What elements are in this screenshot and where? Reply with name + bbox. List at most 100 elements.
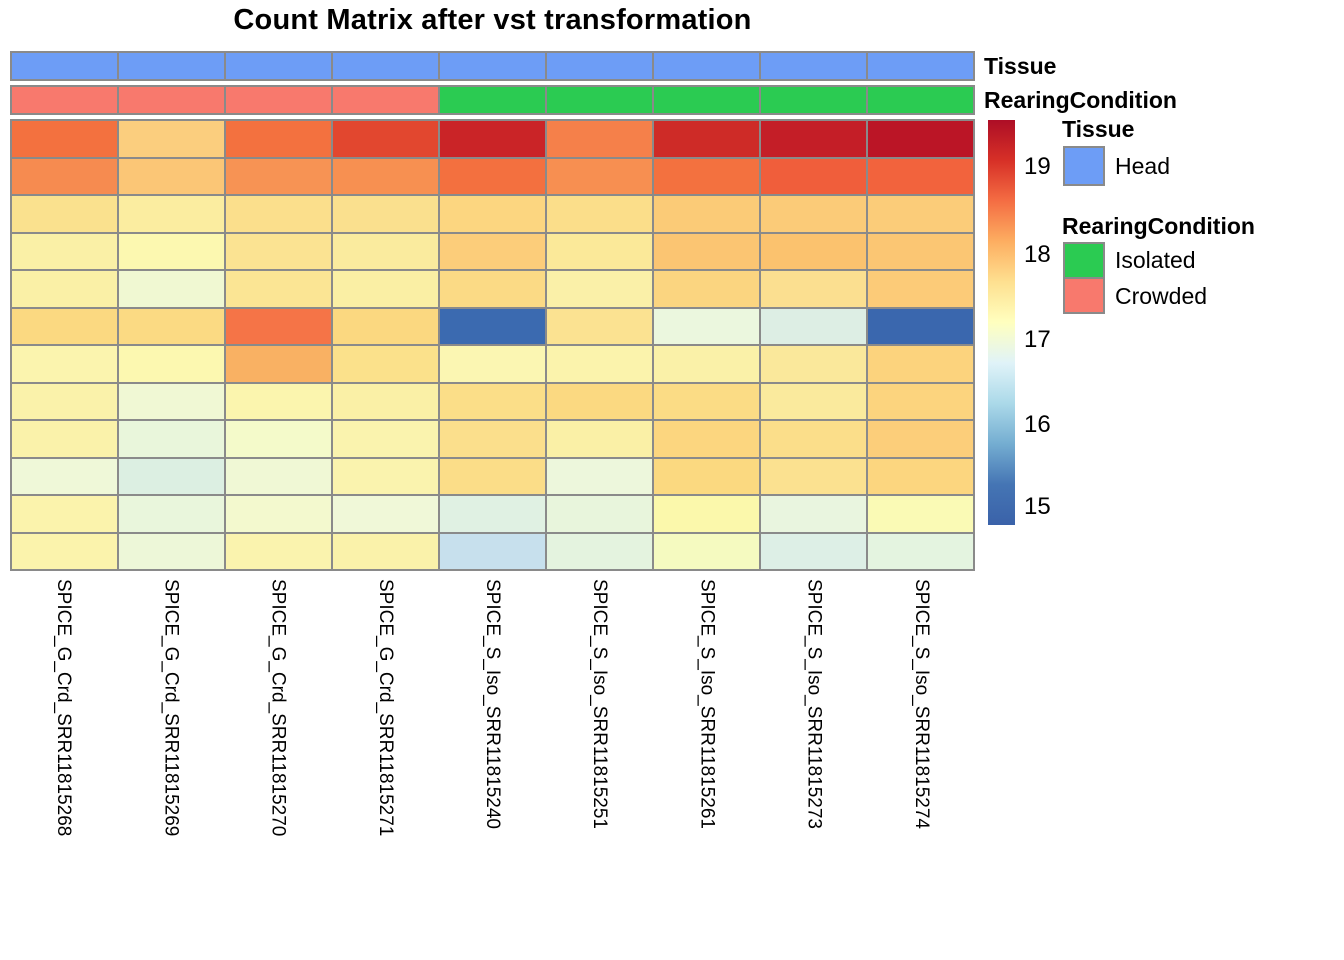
heatmap-cell <box>118 232 225 270</box>
legend-item-label: Crowded <box>1115 283 1208 309</box>
tissue-annotation-cell <box>546 52 653 80</box>
heatmap-cell <box>867 532 974 570</box>
heatmap-cell <box>867 382 974 420</box>
heatmap-cell <box>225 232 332 270</box>
column-label-text: SPICE_S_Iso_SRR11815251 <box>589 579 611 829</box>
heatmap-cell <box>439 120 546 158</box>
heatmap-cell <box>546 270 653 308</box>
column-label-text: SPICE_S_Iso_SRR11815240 <box>481 579 503 829</box>
tissue-annotation-cell <box>867 52 974 80</box>
heatmap-cell <box>439 382 546 420</box>
column-label-text: SPICE_S_Iso_SRR11815274 <box>910 579 932 829</box>
column-label: SPICE_G_Crd_SRR11815270 <box>224 579 331 836</box>
heatmap-cell <box>118 382 225 420</box>
rearing-annotation-cell <box>118 86 225 114</box>
legend-tissue-items: Head <box>1063 146 1170 186</box>
rearing-annotation-cell <box>760 86 867 114</box>
heatmap-cell <box>11 420 118 458</box>
heatmap-cell <box>760 232 867 270</box>
heatmap-cell <box>118 157 225 195</box>
heatmap-cell <box>439 457 546 495</box>
heatmap-cell <box>11 382 118 420</box>
heatmap-cell <box>332 457 439 495</box>
heatmap-cell <box>332 157 439 195</box>
heatmap-cell <box>867 420 974 458</box>
legend-item: Head <box>1063 146 1170 186</box>
heatmap-cell <box>225 270 332 308</box>
heatmap-cell <box>760 157 867 195</box>
legend-item-label: Head <box>1115 152 1170 179</box>
tissue-annotation-cell <box>225 52 332 80</box>
heatmap-cell <box>546 495 653 533</box>
legend-rearing-items: Isolated Crowded <box>1063 242 1207 314</box>
heatmap-cell <box>760 420 867 458</box>
heatmap-cell <box>225 532 332 570</box>
colorbar-tick-label: 19 <box>1024 152 1051 180</box>
tissue-annotation-cell <box>332 52 439 80</box>
heatmap-cell <box>118 345 225 383</box>
heatmap-cell <box>439 495 546 533</box>
heatmap-cell <box>332 532 439 570</box>
heatmap-cell <box>546 532 653 570</box>
heatmap-cell <box>546 195 653 233</box>
tissue-annotation-cell <box>11 52 118 80</box>
heatmap-cell <box>439 232 546 270</box>
tissue-annotation-cell <box>118 52 225 80</box>
heatmap-cell <box>653 457 760 495</box>
rearing-annotation-cell <box>11 86 118 114</box>
colorbar-gradient <box>988 120 1015 525</box>
heatmap-cell <box>225 420 332 458</box>
heatmap-cell <box>118 532 225 570</box>
rearing-annotation-bar <box>10 85 975 115</box>
column-label: SPICE_G_Crd_SRR11815269 <box>117 579 224 836</box>
heatmap-cell <box>653 120 760 158</box>
heatmap-cell <box>653 307 760 345</box>
heatmap-cell <box>546 382 653 420</box>
column-label: SPICE_S_Iso_SRR11815274 <box>868 579 975 836</box>
heatmap-cell <box>439 157 546 195</box>
tissue-annotation-cell <box>439 52 546 80</box>
heatmap-cell <box>867 345 974 383</box>
heatmap-cell <box>118 420 225 458</box>
column-label-text: SPICE_G_Crd_SRR11815271 <box>374 579 396 837</box>
heatmap-cell <box>118 195 225 233</box>
column-label-text: SPICE_S_Iso_SRR11815261 <box>696 579 718 829</box>
legend-tissue-title: Tissue <box>1062 116 1135 142</box>
heatmap-cell <box>332 232 439 270</box>
heatmap-cell <box>225 307 332 345</box>
heatmap-cell <box>653 532 760 570</box>
heatmap-cell <box>225 157 332 195</box>
heatmap-cell <box>546 457 653 495</box>
heatmap-cell <box>11 532 118 570</box>
column-label: SPICE_S_Iso_SRR11815251 <box>546 579 653 836</box>
heatmap-cell <box>332 307 439 345</box>
heatmap-cell <box>11 270 118 308</box>
heatmap-cell <box>118 457 225 495</box>
legend-rearing-title: RearingCondition <box>1062 213 1255 239</box>
heatmap-cell <box>225 457 332 495</box>
heatmap-cell <box>11 307 118 345</box>
legend-item-label: Isolated <box>1115 247 1196 273</box>
heatmap-cell <box>546 157 653 195</box>
heatmap-cell <box>439 307 546 345</box>
heatmap-cell <box>760 195 867 233</box>
legend-item: Isolated <box>1063 242 1207 279</box>
rearing-annotation-cell <box>332 86 439 114</box>
heatmap-cell <box>653 270 760 308</box>
tissue-annotation-label: Tissue <box>984 53 1057 79</box>
column-labels: SPICE_G_Crd_SRR11815268 SPICE_G_Crd_SRR11… <box>10 579 975 836</box>
heatmap-cell <box>225 120 332 158</box>
colorbar-tick-label: 16 <box>1024 410 1051 438</box>
heatmap-cell <box>439 270 546 308</box>
tissue-annotation-cell <box>760 52 867 80</box>
legend-swatch <box>1063 277 1105 314</box>
rearing-annotation-label: RearingCondition <box>984 87 1177 113</box>
heatmap-cell <box>332 382 439 420</box>
heatmap-cell <box>546 420 653 458</box>
heatmap-cell <box>118 120 225 158</box>
rearing-annotation-cell <box>225 86 332 114</box>
heatmap-cell <box>546 232 653 270</box>
heatmap-cell <box>867 270 974 308</box>
heatmap-cell <box>867 232 974 270</box>
